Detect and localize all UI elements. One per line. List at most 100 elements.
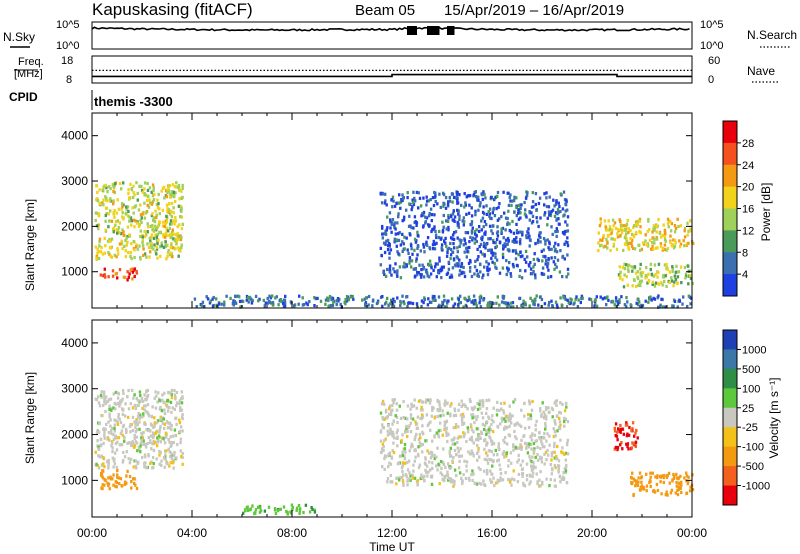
scatter-cell bbox=[388, 407, 391, 411]
scatter-cell bbox=[523, 426, 527, 430]
scatter-cell bbox=[613, 303, 616, 307]
scatter-cell bbox=[179, 204, 183, 208]
scatter-cell bbox=[504, 419, 507, 423]
scatter-cell bbox=[664, 493, 667, 497]
scatter-cell bbox=[412, 202, 416, 207]
scatter-cell bbox=[169, 455, 172, 459]
scatter-cell bbox=[152, 425, 155, 429]
scatter-cell bbox=[173, 407, 176, 411]
scatter-cell bbox=[520, 276, 524, 280]
scatter-cell bbox=[110, 431, 113, 436]
scatter-cell bbox=[151, 466, 154, 470]
scatter-cell bbox=[395, 436, 398, 440]
scatter-cell bbox=[655, 237, 659, 241]
scatter-cell bbox=[670, 279, 674, 283]
scatter-cell bbox=[621, 278, 624, 282]
scatter-cell bbox=[560, 303, 563, 307]
scatter-cell bbox=[430, 229, 433, 234]
scatter-cell bbox=[148, 255, 151, 259]
scatter-cell bbox=[179, 238, 183, 242]
scatter-cell bbox=[636, 275, 639, 279]
scatter-cell bbox=[291, 507, 294, 512]
scatter-cell bbox=[557, 201, 560, 205]
scatter-cell bbox=[400, 466, 404, 470]
scatter-cell bbox=[437, 295, 441, 299]
scatter-cell bbox=[463, 459, 466, 463]
scatter-cell bbox=[153, 416, 156, 420]
scatter-cell bbox=[380, 254, 383, 258]
scatter-cell bbox=[173, 222, 176, 226]
scatter-cell bbox=[484, 483, 487, 488]
scatter-cell bbox=[408, 449, 411, 453]
scatter-cell bbox=[457, 209, 460, 213]
scatter-cell bbox=[391, 422, 394, 426]
scatter-cell bbox=[640, 247, 644, 251]
scatter-cell bbox=[650, 247, 653, 251]
scatter-cell bbox=[411, 404, 414, 409]
scatter-cell bbox=[534, 202, 537, 207]
scatter-cell bbox=[527, 412, 530, 417]
scatter-cell bbox=[455, 452, 458, 457]
scatter-cell bbox=[625, 442, 628, 446]
scatter-cell bbox=[604, 228, 608, 232]
scatter-cell bbox=[167, 438, 170, 442]
scatter-cell bbox=[537, 201, 541, 206]
scatter-cell bbox=[175, 422, 178, 426]
scatter-cell bbox=[404, 416, 407, 420]
scatter-cell bbox=[125, 205, 128, 209]
scatter-cell bbox=[172, 466, 175, 470]
scatter-cell bbox=[464, 476, 468, 481]
scatter-cell bbox=[485, 407, 489, 411]
scatter-cell bbox=[412, 469, 415, 473]
scatter-cell bbox=[434, 233, 438, 237]
scatter-cell bbox=[512, 231, 516, 235]
scatter-cell bbox=[546, 448, 549, 453]
scatter-cell bbox=[460, 399, 463, 403]
scatter-cell bbox=[485, 398, 488, 403]
scatter-cell bbox=[528, 442, 531, 446]
scatter-cell bbox=[539, 437, 542, 441]
scatter-cell bbox=[413, 438, 416, 442]
scatter-cell bbox=[141, 238, 144, 243]
scatter-cell bbox=[135, 418, 138, 422]
scatter-cell bbox=[456, 440, 459, 445]
scatter-cell bbox=[135, 243, 138, 247]
scatter-cell bbox=[153, 220, 157, 224]
scatter-cell bbox=[102, 456, 105, 460]
scatter-cell bbox=[531, 455, 534, 459]
scatter-cell bbox=[492, 453, 495, 457]
scatter-cell bbox=[155, 457, 158, 461]
scatter-cell bbox=[399, 416, 403, 420]
scatter-cell bbox=[544, 424, 547, 428]
scatter-cell bbox=[167, 447, 170, 451]
scatter-cell bbox=[416, 246, 419, 250]
scatter-cell bbox=[138, 447, 141, 451]
scatter-cell bbox=[486, 265, 489, 269]
scatter-cell bbox=[480, 431, 484, 436]
scatter-cell bbox=[424, 468, 427, 472]
scatter-cell bbox=[623, 236, 627, 240]
scatter-cell bbox=[415, 422, 419, 426]
scatter-cell bbox=[155, 247, 159, 251]
scatter-cell bbox=[464, 242, 467, 246]
scatter-cell bbox=[177, 204, 181, 208]
scatter-cell bbox=[463, 220, 466, 224]
scatter-cell bbox=[121, 205, 124, 209]
scatter-cell bbox=[675, 264, 678, 268]
scatter-cell bbox=[641, 241, 645, 245]
scatter-cell bbox=[406, 404, 410, 408]
scatter-cell bbox=[345, 295, 349, 299]
scatter-cell bbox=[138, 413, 142, 417]
scatter-cell bbox=[496, 190, 500, 195]
scatter-cell bbox=[121, 211, 124, 215]
scatter-cell bbox=[157, 438, 160, 442]
scatter-cell bbox=[660, 492, 663, 496]
scatter-cell bbox=[524, 249, 528, 253]
scatter-cell bbox=[420, 473, 423, 477]
scatter-cell bbox=[367, 303, 370, 307]
scatter-cell bbox=[143, 464, 146, 468]
scatter-cell bbox=[131, 429, 135, 433]
scatter-cell bbox=[527, 231, 530, 235]
scatter-cell bbox=[687, 264, 690, 268]
scatter-cell bbox=[140, 415, 144, 419]
